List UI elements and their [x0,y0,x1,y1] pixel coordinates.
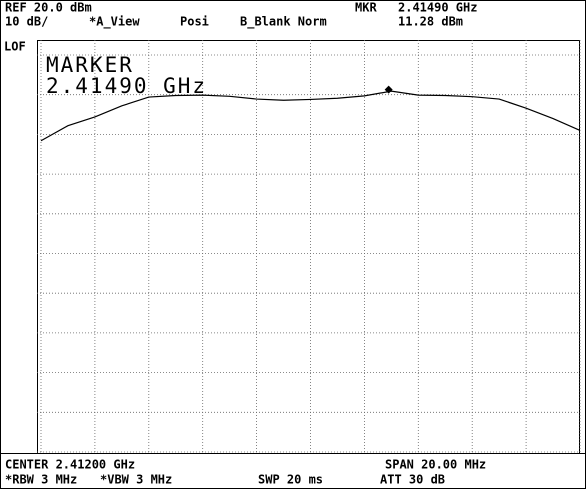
trace [40,90,581,142]
mkr-freq: 2.41490 GHz [398,1,477,15]
b-blank: B_Blank Norm [240,15,327,30]
rbw: *RBW 3 MHz [5,473,77,487]
marker-annotation: 2.41490 GHz [46,74,207,98]
att: ATT 30 dB [380,473,445,487]
a-view: *A_View [89,15,140,30]
vbw: *VBW 3 MHz [100,473,172,487]
scale: 10 dB/ [5,15,48,29]
span: SPAN 20.00 MHz [385,458,486,472]
center: CENTER 2.41200 GHz [5,458,135,472]
marker-diamond [384,85,393,94]
marker-annotation: MARKER [46,53,134,77]
lof: LOF [4,40,26,54]
posi: Posi [180,15,209,29]
ref-level: REF 20.0 dBm [5,1,92,15]
swp: SWP 20 ms [258,473,323,487]
mkr-label: MKR [355,1,377,15]
mkr-level: 11.28 dBm [398,15,463,29]
